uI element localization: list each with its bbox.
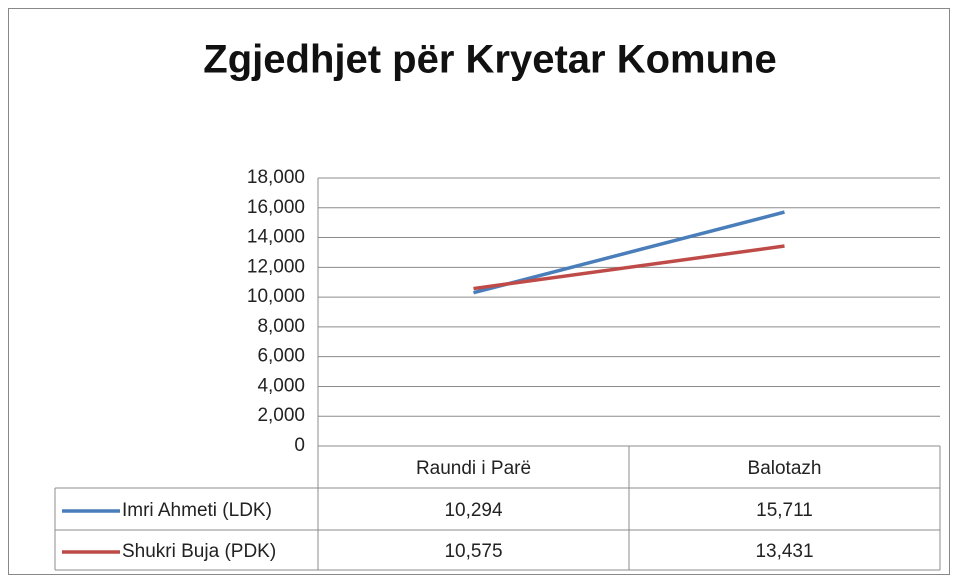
legend-label: Imri Ahmeti (LDK): [122, 500, 272, 521]
series-line: [473, 210, 785, 295]
x-tick-label: Balotazh: [748, 458, 822, 479]
y-tick-label: 14,000: [247, 227, 305, 248]
x-tick-label: Raundi i Parë: [416, 458, 531, 479]
y-tick-label: 8,000: [257, 316, 305, 337]
y-tick-label: 12,000: [247, 256, 305, 277]
y-tick-label: 0: [294, 435, 305, 456]
y-tick-label: 16,000: [247, 197, 305, 218]
y-tick-label: 2,000: [257, 405, 305, 426]
y-tick-label: 4,000: [257, 375, 305, 396]
table-value: 10,575: [444, 541, 502, 562]
table-value: 10,294: [444, 500, 503, 521]
y-tick-label: 10,000: [247, 286, 305, 307]
chart-title: Zgjedhjet për Kryetar Komune: [203, 38, 776, 82]
y-tick-label: 18,000: [247, 167, 305, 188]
y-tick-label: 6,000: [257, 346, 305, 367]
legend-label: Shukri Buja (PDK): [122, 541, 276, 562]
table-value: 13,431: [755, 541, 813, 562]
table-value: 15,711: [756, 500, 813, 521]
series-line: [473, 244, 785, 291]
